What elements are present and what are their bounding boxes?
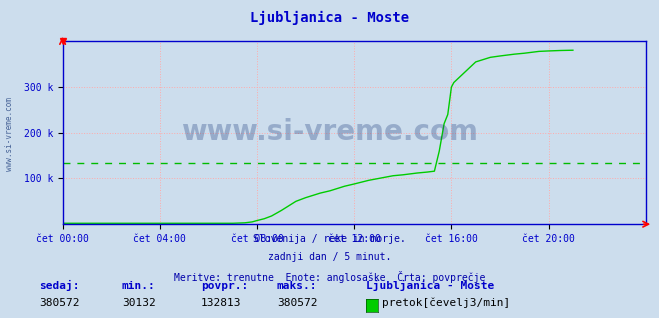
Text: sedaj:: sedaj:: [40, 280, 80, 291]
Text: min.:: min.:: [122, 281, 156, 291]
Text: 132813: 132813: [201, 299, 241, 308]
Text: Ljubljanica - Moste: Ljubljanica - Moste: [366, 280, 494, 291]
Text: 380572: 380572: [40, 299, 80, 308]
Text: maks.:: maks.:: [277, 281, 317, 291]
Text: povpr.:: povpr.:: [201, 281, 248, 291]
Text: 30132: 30132: [122, 299, 156, 308]
Text: Meritve: trenutne  Enote: anglosaške  Črta: povprečje: Meritve: trenutne Enote: anglosaške Črta…: [174, 271, 485, 283]
Text: pretok[čevelj3/min]: pretok[čevelj3/min]: [382, 298, 511, 308]
Text: Ljubljanica - Moste: Ljubljanica - Moste: [250, 11, 409, 25]
Text: www.si-vreme.com: www.si-vreme.com: [181, 118, 478, 146]
Text: www.si-vreme.com: www.si-vreme.com: [5, 97, 14, 170]
Text: Slovenija / reke in morje.: Slovenija / reke in morje.: [253, 234, 406, 244]
Text: 380572: 380572: [277, 299, 317, 308]
Text: zadnji dan / 5 minut.: zadnji dan / 5 minut.: [268, 252, 391, 262]
